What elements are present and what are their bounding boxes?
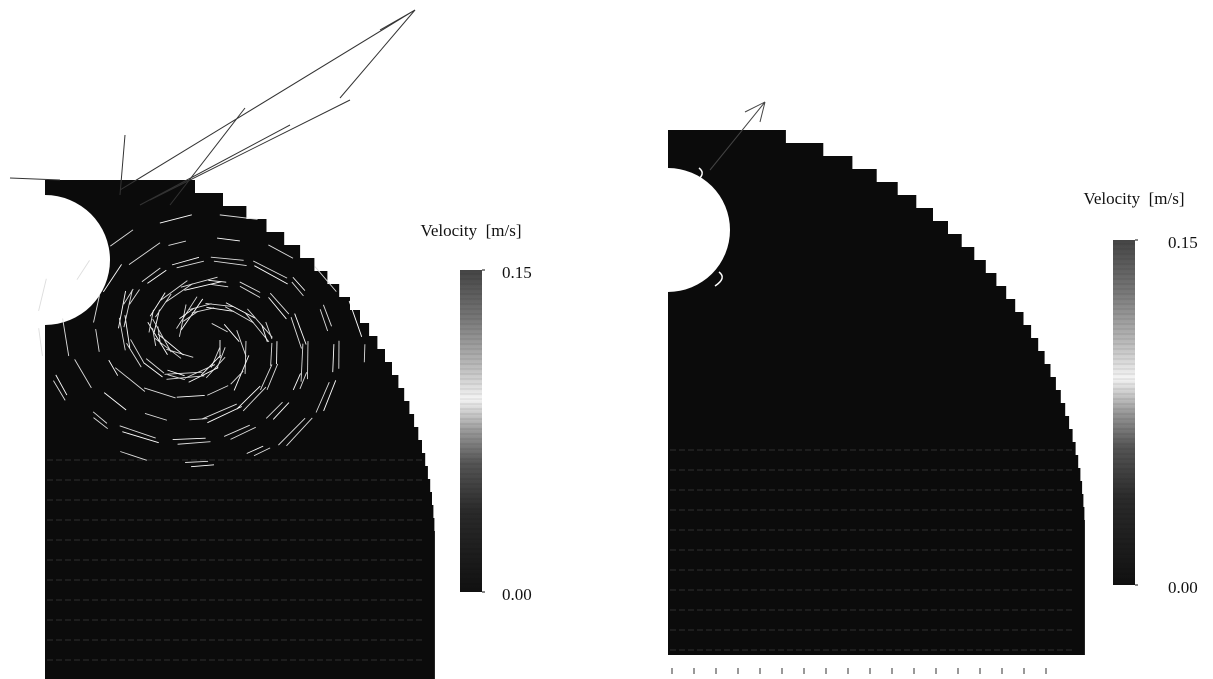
velocity-vector bbox=[63, 301, 67, 319]
colorbar-label: Velocity [m/s] bbox=[420, 221, 521, 240]
colorbar-tick-label: 0.00 bbox=[502, 585, 532, 604]
right-panel: Velocity [m/s] 0.00 0.15 bbox=[668, 102, 1198, 674]
velocity-vector bbox=[340, 10, 415, 98]
colorbar-label: Velocity [m/s] bbox=[1083, 189, 1184, 208]
velocity-vector bbox=[705, 220, 712, 234]
flow-domain bbox=[668, 130, 1085, 655]
velocity-vector bbox=[307, 341, 308, 379]
velocity-vector bbox=[34, 333, 39, 361]
velocity-vector bbox=[39, 279, 47, 311]
velocity-vector bbox=[77, 260, 90, 279]
velocity-vector bbox=[39, 328, 43, 356]
left-panel: Velocity [m/s] 0.00 0.15 bbox=[10, 10, 532, 679]
velocity-vector bbox=[710, 246, 717, 260]
velocity-vector bbox=[150, 100, 350, 200]
velocity-vector bbox=[10, 178, 60, 180]
velocity-vector bbox=[364, 344, 365, 362]
colorbar-tick-label: 0.00 bbox=[1168, 578, 1198, 597]
colorbar-tick-label: 0.15 bbox=[502, 263, 532, 282]
velocity-vector bbox=[700, 194, 707, 208]
figure: Velocity [m/s] 0.00 0.15 Velocity [m/s] 0.0… bbox=[0, 0, 1213, 679]
colorbar bbox=[1113, 240, 1135, 585]
velocity-vector bbox=[170, 108, 245, 205]
velocity-vector bbox=[120, 10, 415, 190]
colorbar-tick-label: 0.15 bbox=[1168, 233, 1198, 252]
